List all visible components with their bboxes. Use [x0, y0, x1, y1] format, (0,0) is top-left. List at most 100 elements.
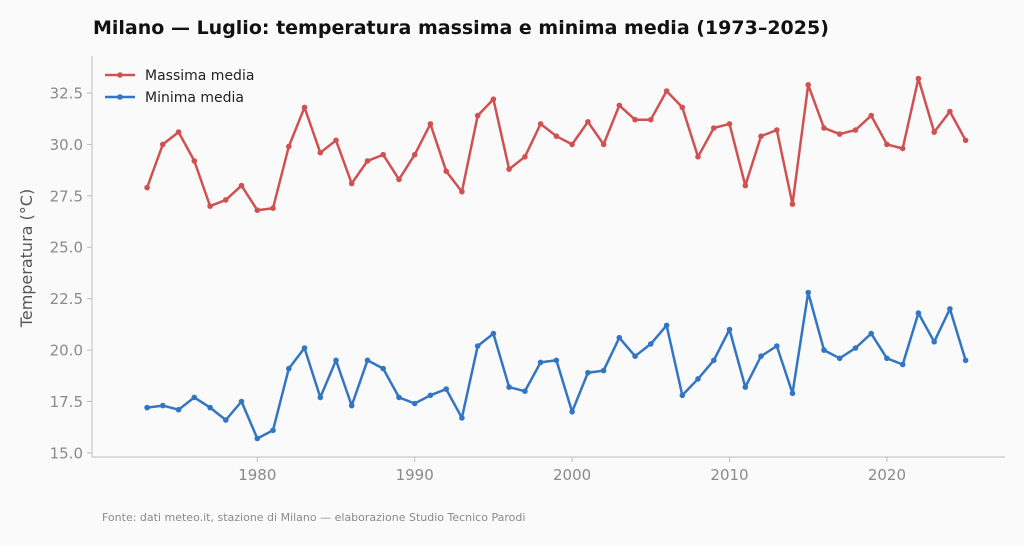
data-point-massima [553, 133, 560, 139]
data-point-minima [490, 330, 497, 337]
data-point-minima [364, 357, 371, 364]
data-point-minima [522, 388, 528, 395]
y-tick-label: 15.0 [50, 444, 83, 462]
data-point-massima [270, 205, 276, 211]
y-tick-label: 27.5 [50, 187, 83, 205]
data-point-minima [380, 365, 387, 372]
data-point-massima [663, 88, 670, 94]
data-point-minima [742, 384, 749, 390]
data-point-massima [852, 127, 859, 133]
data-point-minima [726, 326, 733, 333]
data-point-massima [175, 129, 182, 135]
data-point-minima [238, 398, 245, 405]
data-point-massima [537, 121, 544, 127]
data-point-minima [254, 435, 261, 442]
data-point-massima [144, 184, 150, 191]
x-ticks: 1980 1990 2000 2010 2020 [238, 457, 906, 484]
data-point-minima [333, 357, 339, 364]
data-point-minima [160, 402, 166, 409]
data-point-minima [506, 384, 512, 390]
data-point-massima [411, 151, 418, 158]
data-point-massima [695, 154, 701, 160]
axes [91, 56, 1005, 458]
y-tick-label: 22.5 [50, 290, 83, 308]
data-point-minima [821, 347, 827, 353]
data-point-massima [506, 166, 512, 172]
data-point-minima [632, 353, 638, 360]
data-point-minima [443, 386, 450, 392]
data-point-minima [191, 394, 198, 401]
series-layer [144, 75, 969, 442]
data-point-massima [836, 131, 843, 137]
data-point-minima [915, 310, 922, 316]
data-point-massima [301, 104, 308, 111]
data-point-minima [569, 409, 575, 415]
data-point-massima [648, 116, 654, 123]
series-massima [144, 75, 969, 213]
chart-title: Milano — Luglio: temperatura massima e m… [93, 17, 829, 39]
data-point-massima [758, 133, 764, 139]
data-point-massima [490, 96, 497, 102]
data-point-minima [427, 392, 434, 399]
legend-label-massima: Massima media [145, 68, 254, 84]
data-point-minima [663, 322, 670, 329]
x-tick-label: 2000 [553, 466, 591, 484]
data-point-massima [380, 151, 387, 158]
data-point-massima [600, 141, 607, 148]
data-point-massima [223, 197, 229, 203]
data-point-massima [364, 158, 371, 164]
data-point-minima [411, 400, 418, 407]
y-tick-label: 17.5 [50, 393, 83, 411]
data-point-minima [899, 361, 906, 368]
data-point-massima [632, 116, 638, 123]
data-point-massima [254, 207, 261, 213]
data-point-minima [789, 390, 796, 397]
x-tick-label: 2020 [868, 466, 906, 484]
data-point-minima [805, 289, 811, 296]
data-point-minima [396, 394, 402, 401]
data-point-minima [868, 330, 874, 337]
data-point-minima [553, 357, 560, 364]
series-line-minima [146, 291, 967, 440]
data-point-massima [191, 158, 198, 164]
data-point-minima [711, 357, 717, 364]
y-tick-label: 20.0 [50, 342, 83, 360]
data-point-minima [758, 353, 764, 360]
y-ticks: 15.0 17.5 20.0 22.5 25.0 27.5 30.0 32.5 [50, 85, 92, 462]
data-point-massima [868, 112, 874, 119]
data-point-massima [899, 145, 906, 152]
data-point-massima [348, 180, 355, 187]
data-point-minima [474, 343, 481, 349]
legend-item-minima: Minima media [105, 90, 244, 106]
data-point-massima [726, 121, 733, 127]
data-point-massima [915, 75, 922, 82]
data-point-massima [789, 201, 796, 207]
data-point-minima [175, 406, 182, 413]
data-point-minima [962, 357, 969, 364]
data-point-massima [474, 112, 481, 119]
y-tick-label: 32.5 [50, 85, 83, 103]
data-point-massima [459, 188, 465, 195]
data-point-massima [774, 127, 780, 133]
data-point-massima [679, 104, 686, 111]
data-point-minima [931, 339, 937, 345]
data-point-minima [774, 343, 780, 349]
data-point-massima [931, 129, 937, 135]
data-point-minima [836, 355, 843, 362]
data-point-massima [821, 125, 827, 131]
data-point-minima [270, 427, 276, 434]
data-point-minima [648, 341, 654, 347]
data-point-minima [616, 334, 623, 341]
data-point-massima [396, 176, 402, 183]
data-point-massima [427, 121, 434, 127]
series-line-massima [145, 77, 967, 212]
source-note: Fonte: dati meteo.it, stazione di Milano… [102, 511, 525, 524]
x-tick-label: 2010 [710, 466, 748, 484]
data-point-massima [207, 203, 213, 209]
data-point-massima [317, 149, 324, 156]
data-point-minima [223, 417, 229, 423]
data-point-massima [333, 137, 339, 144]
data-point-massima [160, 141, 166, 148]
data-point-minima [884, 355, 890, 362]
legend-item-massima: Massima media [105, 68, 254, 84]
